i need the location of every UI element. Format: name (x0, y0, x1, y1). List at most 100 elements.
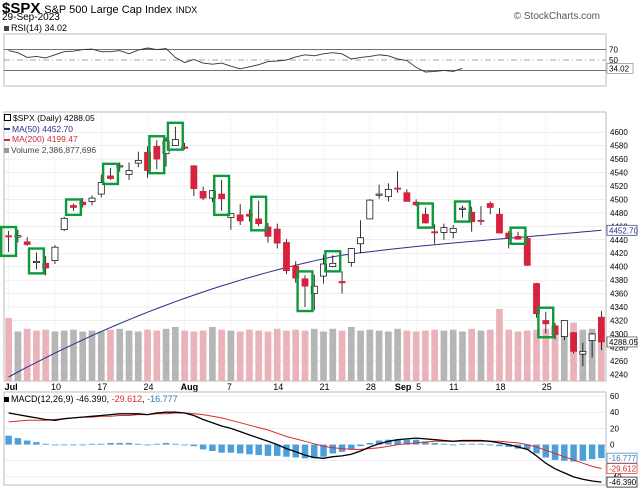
volume-bar (412, 331, 420, 381)
macd-value-label: -16.777 (609, 454, 637, 463)
macd-value-box (606, 476, 638, 488)
ma50-line-icon (4, 128, 10, 131)
macd-histogram-bar (172, 443, 179, 445)
price-title-text: $SPX (Daily) 4288.05 (13, 113, 95, 123)
volume-bar (273, 328, 281, 381)
pattern-highlight-box (0, 225, 18, 258)
macd-histogram-bar (542, 444, 550, 458)
price-tick-label: 4240 (610, 370, 628, 379)
pattern-highlight-box (213, 174, 231, 217)
candle-body (338, 281, 346, 284)
volume-bar (283, 330, 290, 381)
candle-body (579, 351, 587, 355)
candle-body (551, 325, 559, 335)
macd-histogram-bar (440, 443, 448, 445)
candle-body (218, 193, 226, 200)
candle-body (357, 237, 364, 245)
volume-bar (459, 331, 466, 381)
candle-body (496, 213, 503, 234)
volume-bar (181, 330, 188, 381)
macd-histogram-bar (236, 444, 244, 454)
macd-line (8, 411, 602, 483)
candle-body (273, 228, 281, 244)
candle-body (153, 145, 161, 160)
x-tick-label: Jul (5, 382, 18, 392)
macd-histogram-bar (264, 444, 272, 456)
candle-body (533, 283, 540, 315)
ma50-value: 4452.70 (42, 123, 73, 134)
macd-histogram-bar (385, 439, 392, 445)
candle-body (33, 260, 40, 263)
candle-body (523, 238, 531, 266)
macd-histogram-bar (496, 444, 503, 447)
candle-body (301, 278, 309, 287)
price-tick-label: 4540 (610, 169, 628, 178)
legend-ma50: MA(50) 4452.70 (4, 124, 96, 135)
price-tick-label: 4580 (610, 142, 628, 151)
price-tick-label: 4320 (610, 316, 628, 325)
candle-body (125, 170, 133, 175)
volume-bar (107, 329, 114, 381)
volume-bar (5, 318, 12, 381)
pattern-highlight-box (148, 135, 166, 175)
candle-body (403, 192, 411, 202)
volume-bar (42, 329, 50, 381)
macd-histogram-bar (246, 444, 253, 455)
macd-legend: MACD(12,26,9) -46.390, -29.612, -16.777 (4, 394, 178, 404)
candle-body (264, 226, 272, 237)
macd-histogram-bar (375, 440, 383, 445)
price-tick-label: 4280 (610, 343, 628, 352)
candle-body (88, 197, 96, 202)
candle-body (449, 227, 457, 233)
macd-histogram-bar (366, 442, 374, 445)
price-tick-label: 4440 (610, 236, 628, 245)
volume-bar (394, 328, 401, 381)
candle-icon (4, 114, 11, 121)
pattern-highlight-box (509, 226, 527, 245)
volume-bar (347, 327, 355, 381)
macd-histogram-bar (579, 444, 587, 461)
volume-bar (440, 330, 448, 381)
candle-body (144, 152, 151, 171)
candle-body (181, 146, 189, 149)
rsi-marker-icon (4, 26, 9, 31)
rsi-line (8, 47, 463, 73)
macd-histogram-bar (468, 443, 475, 445)
volume-bar (292, 329, 300, 381)
macd-histogram-bar (283, 444, 290, 457)
candle-body (162, 140, 170, 155)
candle-body (468, 211, 476, 222)
volume-bar (172, 327, 179, 381)
candle-body (246, 213, 253, 217)
volume-bar (97, 331, 105, 381)
candle-body (542, 320, 550, 325)
macd-label: MACD(12,26,9) (11, 394, 74, 404)
volume-bar (523, 330, 531, 381)
candle-body (171, 139, 179, 146)
macd-histogram-bar (70, 444, 77, 446)
last-price-box (606, 336, 638, 348)
ma50-line (8, 229, 602, 378)
macd-histogram-bar (255, 444, 262, 456)
volume-bar (209, 327, 216, 381)
volume-bar (70, 329, 77, 381)
macd-histogram-bar (348, 444, 355, 450)
price-tick-label: 4420 (610, 249, 628, 258)
x-tick-label: 14 (273, 382, 283, 392)
candle-body (375, 193, 383, 196)
candle-body (329, 262, 337, 268)
macd-histogram-bar (33, 442, 40, 445)
price-tick-label: 4500 (610, 195, 628, 204)
volume-bar (14, 331, 22, 381)
macd-histogram-bar (329, 444, 337, 454)
volume-bar (422, 330, 429, 381)
macd-frame (3, 391, 607, 486)
candle-body (570, 332, 577, 352)
macd-histogram-bar (135, 443, 142, 445)
header-title-row: $SPX S&P 500 Large Cap Index INDX (2, 0, 197, 17)
macd-histogram-bar (23, 440, 31, 445)
x-tick-label: Aug (181, 382, 199, 392)
volume-bar (162, 328, 170, 381)
macd-histogram-bar (181, 444, 188, 446)
volume-bar (505, 329, 513, 381)
